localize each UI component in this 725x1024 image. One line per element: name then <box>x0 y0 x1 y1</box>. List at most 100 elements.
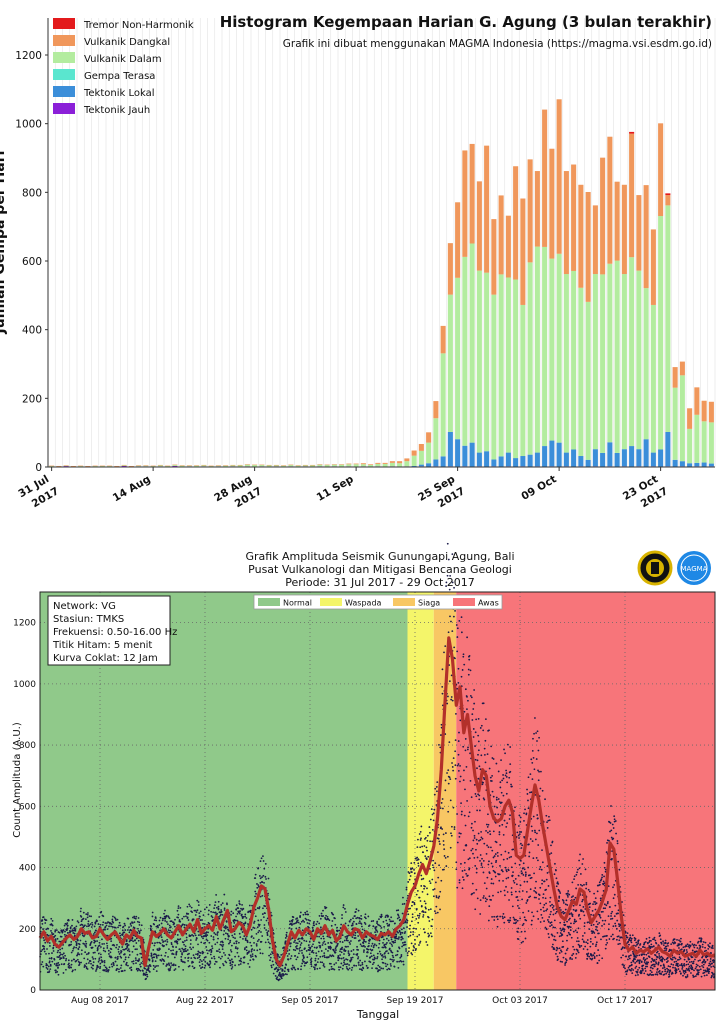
amplitude-dot <box>41 948 44 951</box>
amplitude-dot <box>218 956 220 959</box>
amplitude-dot <box>319 917 322 920</box>
amplitude-dot <box>223 907 226 910</box>
amplitude-dot <box>195 911 198 914</box>
amplitude-dot <box>447 695 449 698</box>
amplitude-dot <box>492 882 495 885</box>
amplitude-dot <box>108 966 111 969</box>
amplitude-dot <box>435 895 438 897</box>
amplitude-dot <box>300 920 303 923</box>
amplitude-dot <box>299 911 302 914</box>
amplitude-dot <box>686 943 689 946</box>
amplitude-dot <box>253 927 256 930</box>
amplitude-dot <box>434 862 437 865</box>
amplitude-dot <box>563 921 566 924</box>
amplitude-dot <box>126 943 129 945</box>
amplitude-dot <box>40 926 42 929</box>
histogram-bar-segment <box>534 171 540 247</box>
amplitude-dot <box>300 942 303 944</box>
amplitude-dot <box>552 926 555 929</box>
amplitude-dot <box>440 802 443 804</box>
legend-swatch <box>53 103 75 114</box>
amplitude-dot <box>503 748 505 751</box>
amplitude-dot <box>516 896 519 898</box>
amplitude-dot <box>80 920 83 923</box>
amplitude-dot <box>547 819 550 822</box>
amplitude-dot <box>254 895 256 898</box>
amplitude-dot <box>287 970 290 973</box>
amplitude-dot <box>515 918 517 921</box>
amplitude-dot <box>449 778 452 781</box>
amplitude-dot <box>348 941 351 944</box>
amplitude-dot <box>168 948 170 951</box>
histogram-bar-segment <box>505 452 511 467</box>
amplitude-subtitle: Pusat Vulkanologi dan Mitigasi Bencana G… <box>248 563 512 576</box>
histogram-bar-segment <box>194 465 200 467</box>
amplitude-dot <box>64 930 66 933</box>
amplitude-dot <box>80 961 82 964</box>
amplitude-dot <box>705 974 708 976</box>
amplitude-dot <box>156 941 159 944</box>
amplitude-dot <box>251 948 254 950</box>
histogram-bar-segment <box>440 353 446 457</box>
amplitude-dot <box>524 875 527 877</box>
amplitude-dot <box>62 972 65 974</box>
amplitude-dot <box>220 913 222 916</box>
amplitude-dot <box>235 904 238 907</box>
amplitude-dot <box>523 812 525 815</box>
amplitude-dot <box>93 951 96 954</box>
amplitude-dot <box>512 871 514 874</box>
amplitude-dot <box>531 778 534 781</box>
amplitude-dot <box>436 911 439 914</box>
amplitude-dot <box>388 923 391 926</box>
amplitude-dot <box>246 939 249 942</box>
amplitude-dot <box>74 929 77 932</box>
amplitude-dot <box>366 951 369 954</box>
amplitude-dot <box>459 780 461 783</box>
amplitude-dot <box>90 962 92 965</box>
amplitude-dot <box>52 947 55 950</box>
amplitude-dot <box>546 865 549 867</box>
amplitude-dot <box>566 939 568 942</box>
amplitude-dot <box>47 965 50 968</box>
amplitude-dot <box>165 943 168 946</box>
amplitude-dot <box>75 944 78 947</box>
amplitude-dot <box>630 961 633 964</box>
amplitude-dot <box>475 867 478 870</box>
amplitude-dot <box>372 925 375 928</box>
amplitude-dot <box>272 963 275 966</box>
amplitude-dot <box>691 943 694 946</box>
amplitude-dot <box>185 939 188 942</box>
amplitude-dot <box>385 919 388 922</box>
amplitude-dot <box>518 814 521 817</box>
amplitude-dot <box>131 951 134 953</box>
amplitude-dot <box>247 962 250 965</box>
amplitude-dot <box>680 948 683 951</box>
amplitude-dot <box>260 940 263 943</box>
amplitude-dot <box>299 922 302 925</box>
amplitude-dot <box>412 949 415 952</box>
amplitude-dot <box>85 946 88 948</box>
amplitude-dot <box>389 920 392 923</box>
amplitude-dot <box>229 949 232 951</box>
amplitude-dot <box>535 857 538 859</box>
amplitude-dot <box>68 967 71 969</box>
amplitude-dot <box>596 929 599 932</box>
amplitude-title: Grafik Amplituda Seismik Gunungapi Agung… <box>245 550 514 563</box>
amplitude-dot <box>397 909 400 912</box>
amplitude-dot <box>415 908 418 910</box>
amplitude-dot <box>532 756 535 759</box>
amplitude-dot <box>48 961 51 964</box>
amplitude-dot <box>595 920 598 923</box>
amplitude-dot <box>367 945 370 947</box>
amplitude-dot <box>87 952 90 954</box>
amplitude-dot <box>564 903 567 906</box>
amplitude-dot <box>290 955 293 957</box>
amplitude-dot <box>490 780 493 782</box>
amplitude-dot <box>52 933 55 935</box>
amplitude-dot <box>225 920 228 923</box>
amplitude-dot <box>314 957 317 960</box>
amplitude-dot <box>404 930 407 933</box>
amplitude-dot <box>458 879 461 882</box>
amplitude-dot <box>118 968 120 971</box>
amplitude-dot <box>319 926 322 929</box>
